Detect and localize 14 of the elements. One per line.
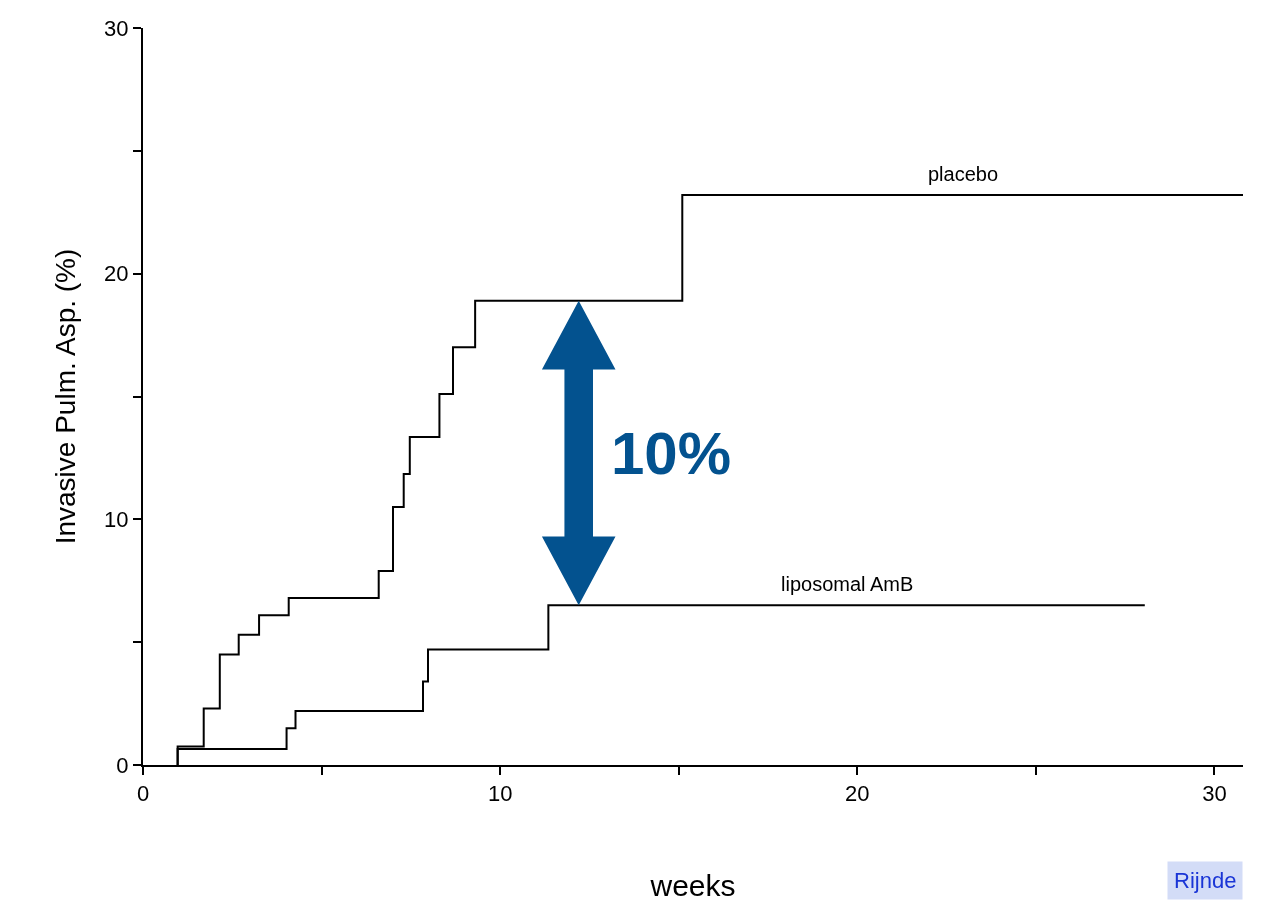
x-tick-label: 30 — [1202, 781, 1227, 807]
x-tick-label: 10 — [487, 781, 513, 807]
y-tick-label: 10 — [104, 507, 129, 533]
y-tick-label: 20 — [104, 261, 129, 287]
y-tick-label: 30 — [104, 15, 129, 41]
annotation: 10% — [611, 420, 732, 487]
x-tick-label: 20 — [845, 781, 870, 807]
series-label: liposomal AmB — [781, 573, 914, 595]
y-tick-label: 0 — [116, 752, 129, 778]
series-label: placebo — [928, 163, 999, 185]
x-tick-label: 0 — [136, 781, 150, 807]
y-axis-title: Invasive Pulm. Asp. (%) — [50, 248, 82, 545]
x-axis-title: weeks — [649, 869, 736, 903]
text: Rijnde — [1174, 868, 1237, 893]
